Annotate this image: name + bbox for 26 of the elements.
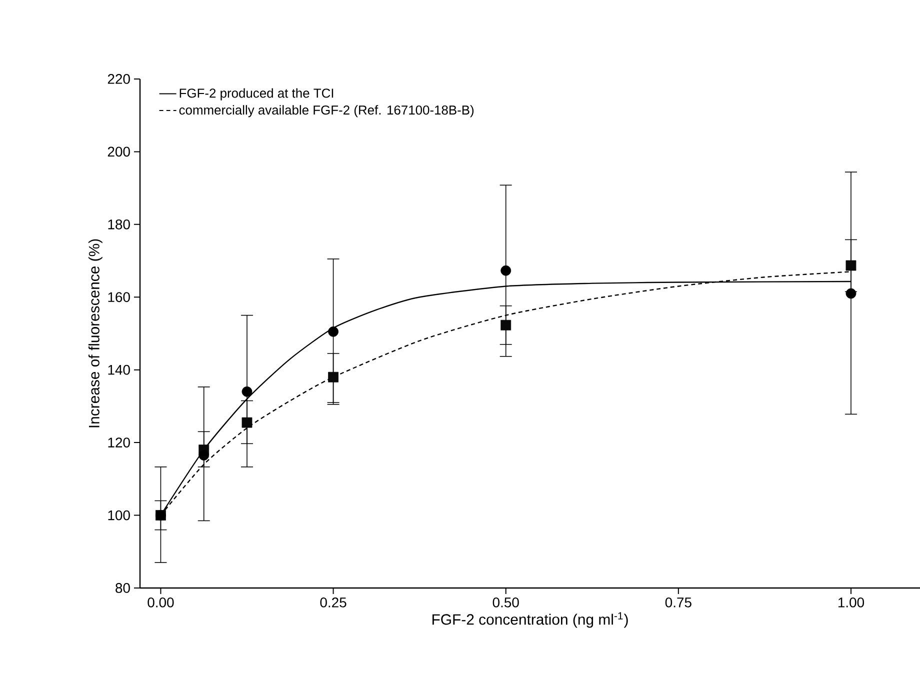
y-tick-label: 140	[108, 364, 130, 375]
point	[242, 417, 252, 428]
y-tick-label: 160	[108, 292, 130, 302]
x-axis-title: FGF-2 concentration (ng ml$^{-1}$)	[432, 612, 628, 628]
point	[328, 326, 338, 337]
point	[500, 265, 512, 276]
y-tick-label: 220	[108, 74, 130, 84]
point	[328, 372, 338, 382]
point	[846, 288, 856, 299]
x-tick-label: 1.00	[838, 597, 864, 608]
x-tick-label: 0.50	[492, 597, 519, 608]
y-tick-label: 80	[116, 583, 130, 593]
point	[500, 320, 512, 330]
y-tick-label: 200	[108, 146, 130, 157]
point	[846, 260, 856, 271]
legend-label: FGF-2 produced at the TCI	[180, 88, 334, 100]
point	[198, 450, 210, 460]
point	[242, 386, 252, 397]
y-tick-label: 120	[108, 438, 130, 448]
y-tick-label: 100	[108, 510, 130, 520]
y-tick-label: 180	[108, 219, 130, 230]
x-tick-label: 0.00	[148, 597, 174, 608]
legend-label: commercially available FGF-2 (Ref. 167100-18B-B)	[179, 105, 474, 118]
x-tick-label: 0.75	[665, 597, 692, 608]
x-tick-label: 0.25	[320, 597, 346, 608]
y-axis-title: Increase of fluorescence (%)	[88, 239, 102, 428]
